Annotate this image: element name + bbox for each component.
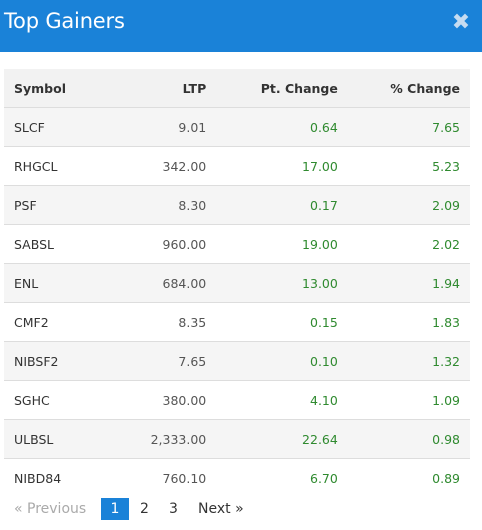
cell-pct-change: 0.98 bbox=[337, 419, 470, 459]
cell-ltp: 2,333.00 bbox=[130, 419, 207, 459]
cell-ltp: 8.35 bbox=[130, 302, 207, 342]
cell-symbol: NIBD84 bbox=[4, 458, 131, 497]
cell-symbol: SGHC bbox=[4, 380, 131, 420]
cell-pt-change: 19.00 bbox=[206, 224, 338, 264]
cell-pt-change: 0.17 bbox=[206, 185, 338, 225]
table-row: CMF2 8.35 0.15 1.83 bbox=[4, 302, 470, 342]
table-row: ENL 684.00 13.00 1.94 bbox=[4, 263, 470, 303]
cell-pt-change: 0.64 bbox=[206, 107, 338, 147]
table-row: NIBD84 760.10 6.70 0.89 bbox=[4, 458, 470, 497]
table-row: ULBSL 2,333.00 22.64 0.98 bbox=[4, 419, 470, 459]
cell-pt-change: 0.15 bbox=[206, 302, 338, 342]
cell-symbol: PSF bbox=[4, 185, 131, 225]
cell-ltp: 7.65 bbox=[130, 341, 207, 381]
cell-pct-change: 7.65 bbox=[337, 107, 470, 147]
cell-pct-change: 2.02 bbox=[337, 224, 470, 264]
cell-pt-change: 13.00 bbox=[206, 263, 338, 303]
pagination-previous-link[interactable]: « Previous bbox=[14, 501, 87, 517]
pagination-page-2[interactable]: 2 bbox=[140, 501, 149, 517]
cell-ltp: 380.00 bbox=[130, 380, 207, 420]
modal-header: Top Gainers ✖ bbox=[0, 0, 482, 52]
cell-pct-change: 1.09 bbox=[337, 380, 470, 420]
table-row: SLCF 9.01 0.64 7.65 bbox=[4, 107, 470, 147]
cell-pt-change: 0.10 bbox=[206, 341, 338, 381]
cell-ltp: 9.01 bbox=[130, 107, 207, 147]
cell-ltp: 960.00 bbox=[130, 224, 207, 264]
column-header-symbol[interactable]: Symbol bbox=[4, 69, 131, 108]
cell-symbol: ULBSL bbox=[4, 419, 131, 459]
cell-symbol: CMF2 bbox=[4, 302, 131, 342]
cell-symbol: ENL bbox=[4, 263, 131, 303]
pagination-page-1[interactable]: 1 bbox=[101, 498, 129, 520]
table-row: NIBSF2 7.65 0.10 1.32 bbox=[4, 341, 470, 381]
cell-pt-change: 4.10 bbox=[206, 380, 338, 420]
cell-ltp: 342.00 bbox=[130, 146, 207, 186]
cell-pct-change: 1.94 bbox=[337, 263, 470, 303]
pagination-page-3[interactable]: 3 bbox=[169, 501, 178, 517]
cell-pct-change: 2.09 bbox=[337, 185, 470, 225]
pagination: « Previous 1 2 3 Next » bbox=[0, 496, 482, 522]
gainers-table: Symbol LTP Pt. Change % Change SLCF 9.01… bbox=[4, 69, 470, 497]
modal-title: Top Gainers bbox=[4, 9, 125, 33]
column-header-ltp[interactable]: LTP bbox=[130, 69, 207, 108]
table-row: PSF 8.30 0.17 2.09 bbox=[4, 185, 470, 225]
table-header-row: Symbol LTP Pt. Change % Change bbox=[4, 69, 470, 108]
cell-pt-change: 17.00 bbox=[206, 146, 338, 186]
cell-ltp: 684.00 bbox=[130, 263, 207, 303]
close-icon[interactable]: ✖ bbox=[451, 10, 471, 35]
cell-symbol: SLCF bbox=[4, 107, 131, 147]
column-header-pct-change[interactable]: % Change bbox=[337, 69, 470, 108]
cell-pct-change: 1.83 bbox=[337, 302, 470, 342]
gainers-table-container: Symbol LTP Pt. Change % Change SLCF 9.01… bbox=[4, 69, 470, 497]
cell-symbol: RHGCL bbox=[4, 146, 131, 186]
cell-ltp: 760.10 bbox=[130, 458, 207, 497]
cell-pt-change: 22.64 bbox=[206, 419, 338, 459]
cell-pct-change: 5.23 bbox=[337, 146, 470, 186]
column-header-pt-change[interactable]: Pt. Change bbox=[206, 69, 338, 108]
cell-pt-change: 6.70 bbox=[206, 458, 338, 497]
table-row: SGHC 380.00 4.10 1.09 bbox=[4, 380, 470, 420]
cell-symbol: SABSL bbox=[4, 224, 131, 264]
cell-pct-change: 1.32 bbox=[337, 341, 470, 381]
cell-pct-change: 0.89 bbox=[337, 458, 470, 497]
table-row: RHGCL 342.00 17.00 5.23 bbox=[4, 146, 470, 186]
cell-symbol: NIBSF2 bbox=[4, 341, 131, 381]
table-row: SABSL 960.00 19.00 2.02 bbox=[4, 224, 470, 264]
pagination-next-link[interactable]: Next » bbox=[198, 501, 244, 517]
cell-ltp: 8.30 bbox=[130, 185, 207, 225]
